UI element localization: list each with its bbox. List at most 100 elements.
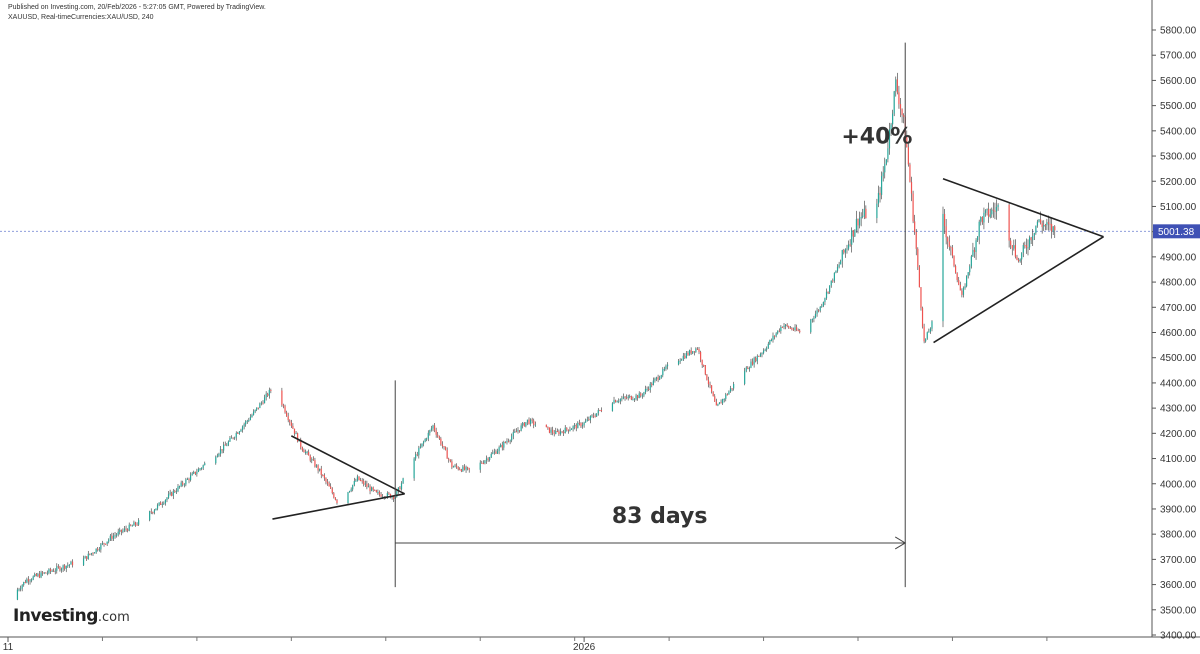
candle-body [111, 535, 113, 539]
candle-body [150, 511, 152, 513]
time-axis[interactable]: 11 2026 [3, 637, 1048, 653]
candle-body [430, 428, 433, 431]
candle-body [348, 491, 351, 493]
candle-body [619, 399, 621, 402]
candle-body [950, 246, 952, 248]
candle-body [268, 389, 270, 396]
candle-body [876, 203, 878, 219]
candle-body [226, 445, 228, 447]
candle-body [956, 273, 958, 281]
candle-body [918, 267, 920, 288]
candle-body [128, 524, 130, 531]
candle-body [35, 574, 37, 576]
candle-body [194, 471, 196, 474]
candle-body [295, 433, 297, 435]
candle-body [885, 159, 887, 165]
candle-body [186, 478, 189, 480]
candle-body [553, 432, 555, 434]
candle-body [263, 397, 266, 404]
candle-body [448, 458, 450, 460]
candle-body [523, 422, 525, 427]
candle-body [382, 496, 384, 498]
candle-body [485, 458, 488, 461]
candle-body [718, 402, 721, 405]
candle-body [1022, 245, 1024, 253]
candle-body [238, 431, 240, 434]
candle-body [42, 572, 44, 574]
candle-body [204, 463, 206, 466]
candle-body [1038, 219, 1040, 222]
symmetrical-triangle-1-upper-line [290, 435, 406, 495]
candle-body [114, 535, 116, 537]
candle-body [753, 357, 755, 365]
candle-body [863, 208, 865, 216]
candle-body [309, 455, 311, 461]
candle-body [433, 425, 436, 431]
candle-body [125, 528, 127, 530]
y-tick-label: 5500.00 [1160, 101, 1197, 112]
candle-body [762, 350, 765, 354]
candle-body [224, 444, 226, 446]
candle-body [167, 494, 170, 498]
chart-frame [0, 0, 1200, 638]
candle-body [440, 438, 442, 445]
y-tick-label: 3900.00 [1160, 504, 1197, 515]
candle-body [517, 430, 519, 432]
candle-body [53, 570, 55, 572]
candle-body [596, 413, 598, 417]
candle-body [292, 425, 294, 429]
y-tick-label: 5200.00 [1160, 177, 1197, 188]
candle-body [520, 425, 522, 431]
candle-body [677, 361, 680, 365]
candle-body [637, 395, 639, 399]
candle-body [954, 265, 957, 274]
candle-body [786, 324, 788, 327]
candle-body [696, 348, 699, 350]
candle-body [822, 302, 824, 307]
candle-body [56, 566, 58, 571]
candle-body [529, 419, 532, 424]
candle-body [1030, 237, 1032, 241]
candle-body [909, 164, 911, 182]
candle-body [413, 458, 415, 479]
candle-body [910, 181, 913, 194]
candle-body [19, 588, 22, 590]
candle-body [770, 339, 773, 341]
y-tick-label: 4800.00 [1160, 278, 1197, 289]
last-price-badge[interactable] [1153, 224, 1200, 239]
candle-body [441, 444, 444, 447]
candle-body [838, 264, 840, 267]
candle-body [632, 399, 634, 401]
published-note: Published on Investing.com, 20/Feb/2026 … [8, 4, 266, 11]
candle-body [893, 91, 895, 114]
candle-body [531, 419, 533, 421]
candle-body [155, 508, 157, 511]
price-axis[interactable]: 5800.00 5700.00 5600.00 5500.00 5400.00 5300.… [1152, 26, 1200, 642]
candle-body [522, 422, 524, 426]
candle-body [257, 407, 259, 409]
candle-body [493, 451, 495, 453]
candle-body [855, 219, 858, 231]
candle-body [627, 396, 629, 399]
candle-body [829, 285, 831, 293]
candle-body [621, 398, 623, 400]
candle-body [819, 306, 821, 311]
candle-body [951, 247, 954, 256]
candle-body [994, 210, 996, 212]
candle-body [34, 574, 36, 577]
candle-body [555, 431, 557, 434]
candle-body [899, 104, 902, 110]
candle-body [232, 437, 234, 439]
chart-header: Published on Investing.com, 20/Feb/2026 … [8, 3, 266, 23]
candle-body [841, 250, 843, 261]
candle-body [1046, 222, 1048, 226]
candle-body [552, 429, 554, 433]
candle-body [781, 326, 784, 328]
candle-body [616, 401, 618, 403]
candle-body [511, 436, 513, 441]
candle-body [333, 493, 335, 498]
plot-area[interactable] [0, 72, 1152, 601]
candle-body [51, 570, 53, 572]
y-tick-label: 3600.00 [1160, 580, 1197, 591]
